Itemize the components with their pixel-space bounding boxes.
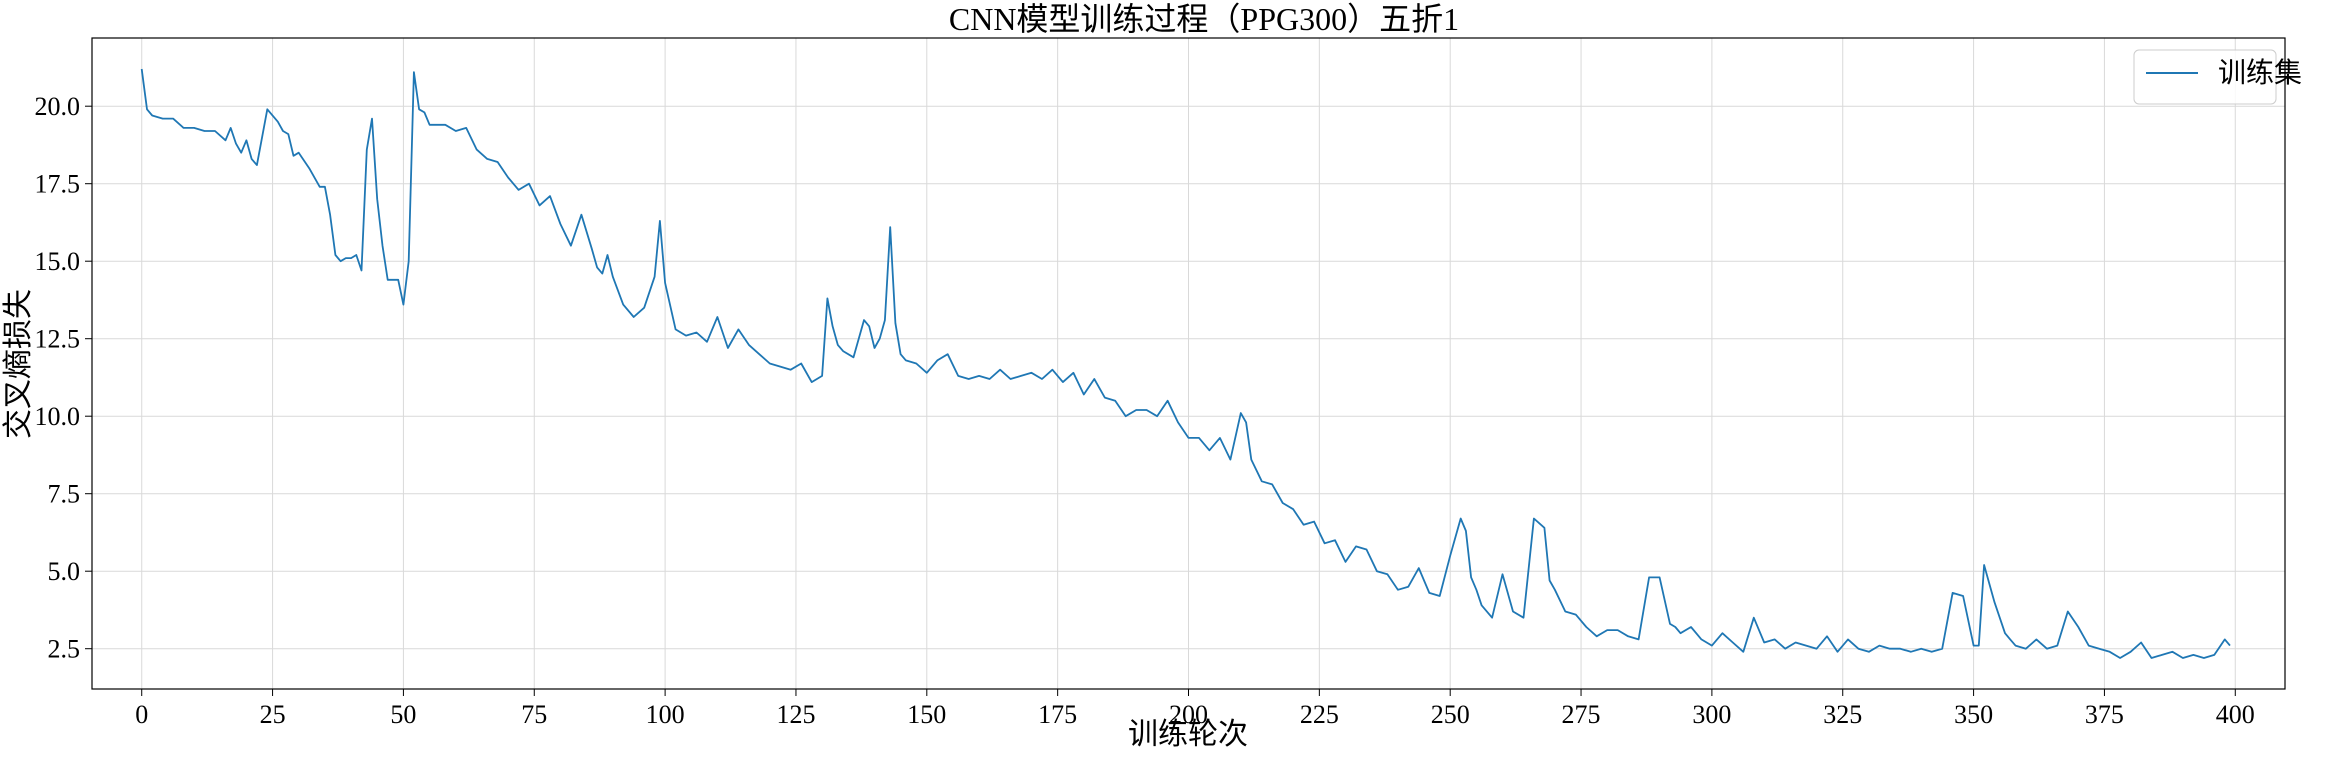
y-tick-label: 20.0: [35, 92, 81, 121]
x-axis-label: 训练轮次: [1128, 718, 1248, 751]
x-tick-label: 325: [1823, 700, 1862, 729]
x-tick-label: 0: [135, 700, 148, 729]
x-tick-label: 275: [1562, 700, 1601, 729]
series-line-training: [140, 68, 2231, 659]
axis-ticks: 0 25 50 75 100 125 150 175 200 225 250 275 300 325 350…: [35, 92, 2255, 729]
x-tick-label: 75: [521, 700, 547, 729]
x-tick-label: 225: [1300, 700, 1339, 729]
x-tick-label: 125: [776, 700, 815, 729]
grid-lines: [92, 38, 2285, 689]
legend: 训练集: [2133, 49, 2302, 105]
x-tick-label: 25: [260, 700, 286, 729]
x-tick-label: 100: [646, 700, 685, 729]
x-tick-label: 400: [2216, 700, 2255, 729]
chart-title: CNN模型训练过程（PPG300）五折1: [949, 1, 1459, 37]
legend-label-training: 训练集: [2218, 57, 2302, 89]
x-tick-label: 150: [907, 700, 946, 729]
y-tick-label: 12.5: [35, 325, 81, 354]
y-tick-label: 7.5: [48, 480, 81, 509]
x-tick-label: 200: [1169, 700, 1208, 729]
x-tick-label: 350: [1954, 700, 1993, 729]
y-tick-label: 2.5: [48, 635, 81, 664]
x-tick-label: 50: [390, 700, 416, 729]
y-axis-label: 交叉熵损失: [2, 289, 35, 439]
y-tick-label: 15.0: [35, 247, 81, 276]
x-tick-label: 300: [1692, 700, 1731, 729]
y-tick-label: 17.5: [35, 170, 81, 199]
x-tick-label: 375: [2085, 700, 2124, 729]
series-layer: [140, 68, 2231, 659]
legend-box: [2133, 49, 2277, 105]
y-tick-label: 10.0: [35, 402, 81, 431]
y-tick-label: 5.0: [48, 557, 81, 586]
x-tick-label: 250: [1431, 700, 1470, 729]
x-tick-label: 175: [1038, 700, 1077, 729]
